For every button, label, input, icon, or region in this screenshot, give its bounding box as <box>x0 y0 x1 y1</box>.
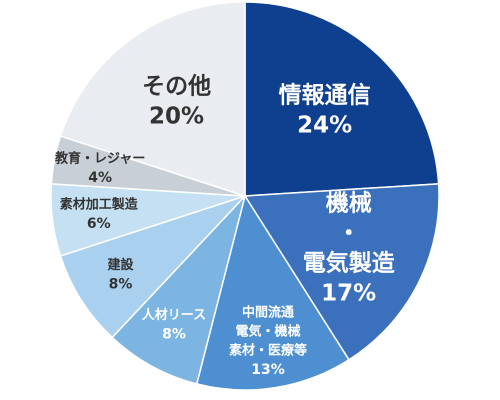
value-label: 4% <box>88 170 112 186</box>
value-label: 6% <box>87 216 111 232</box>
slice-label: 素材加工製造 6% <box>60 196 139 232</box>
value-label: 8% <box>109 277 133 293</box>
pie-slice <box>195 194 350 391</box>
category-label: 素材・医療等 <box>229 343 307 359</box>
category-label: ・ <box>337 220 360 246</box>
value-label: 8% <box>162 327 186 343</box>
slice-label: 人材リース 8% <box>142 307 206 343</box>
value-label: 20% <box>149 103 204 129</box>
value-label: 17% <box>321 280 376 306</box>
slice-label: 機械・電気製造 17% <box>303 190 396 306</box>
category-label: 情報通信 <box>279 82 371 109</box>
pie-slice <box>111 195 246 385</box>
pie-slice <box>243 183 440 361</box>
value-label: 13% <box>251 362 285 378</box>
slice-label: 建設 8% <box>108 257 135 293</box>
category-label: その他 <box>142 73 211 99</box>
slice-label: 情報通信 24% <box>279 82 371 139</box>
pie-slice <box>59 1 246 198</box>
category-label: 教育・レジャー <box>54 150 145 166</box>
category-label: 機械 <box>326 190 372 216</box>
slice-label: その他 20% <box>142 73 211 129</box>
pie-slice <box>59 195 246 339</box>
pie-slice <box>244 1 440 197</box>
category-label: 電気・機械 <box>236 324 301 340</box>
category-label: 中間流通 <box>242 305 294 321</box>
category-label: 電気製造 <box>303 249 396 276</box>
category-label: 建設 <box>108 257 135 273</box>
category-label: 素材加工製造 <box>60 196 139 212</box>
category-label: 人材リース <box>142 307 206 323</box>
value-label: 24% <box>297 113 352 139</box>
slice-label: 教育・レジャー 4% <box>54 150 145 186</box>
